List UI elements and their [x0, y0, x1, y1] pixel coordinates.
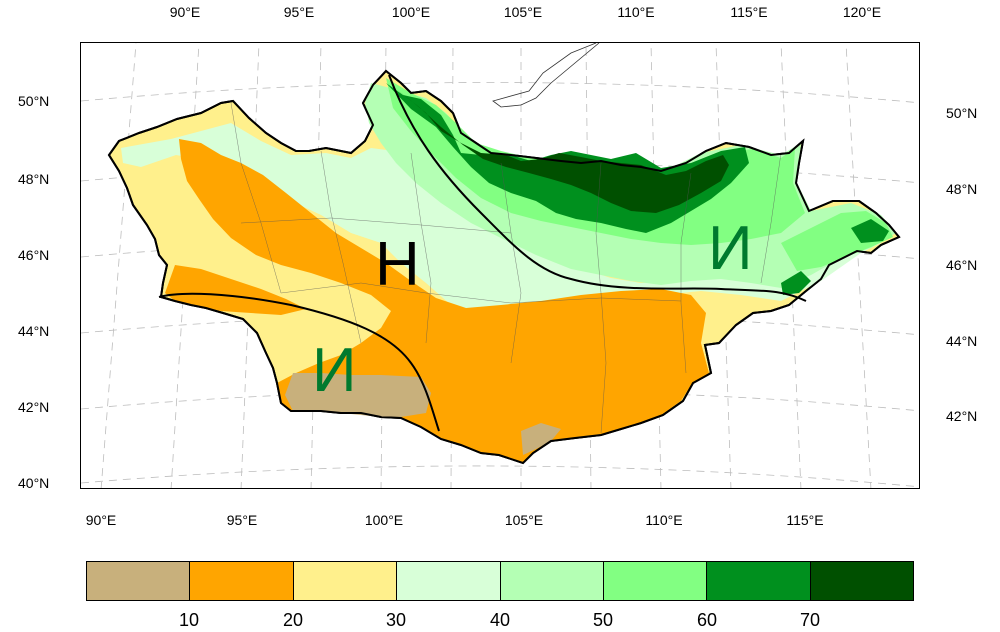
zone-below-10-south — [521, 423, 561, 455]
left-lat-label: 40°N — [18, 475, 50, 491]
top-lon-label: 105°E — [503, 4, 543, 20]
province-borders — [230, 102, 782, 434]
left-lat-label: 50°N — [18, 93, 50, 109]
colorbar-swatch — [707, 562, 811, 600]
border-fragment — [492, 43, 600, 108]
zone-70-plus — [391, 85, 729, 213]
top-lon-label: 110°E — [617, 4, 655, 20]
bottom-lon-label: 90°E — [85, 512, 117, 528]
mongolia-map — [81, 43, 919, 488]
right-lat-label: 44°N — [946, 333, 978, 349]
colorbar-label: 60 — [696, 610, 718, 630]
zone-below-10 — [285, 373, 431, 417]
left-lat-label: 48°N — [18, 171, 50, 187]
zone-boundary-north — [388, 74, 807, 302]
region-letter-h: H — [375, 230, 420, 299]
bottom-lon-label: 105°E — [504, 512, 544, 528]
right-lat-label: 42°N — [946, 408, 978, 424]
colorbar-swatch — [810, 562, 913, 600]
colorbar-label: 20 — [282, 610, 304, 630]
colorbar-swatch — [87, 562, 191, 600]
map-frame — [80, 42, 920, 489]
bottom-lon-label: 100°E — [364, 512, 404, 528]
top-lon-label: 95°E — [283, 4, 315, 20]
bottom-lon-label: 95°E — [226, 512, 258, 528]
colorbar-swatch — [293, 562, 398, 600]
zone-60-70-spot — [781, 271, 811, 295]
top-lon-label: 100°E — [391, 4, 431, 20]
right-lat-label: 46°N — [946, 257, 978, 273]
left-lat-label: 42°N — [18, 399, 50, 415]
colorbar-swatch — [190, 562, 294, 600]
left-lat-label: 46°N — [18, 247, 50, 263]
zone-10-20-west — [165, 265, 306, 315]
bottom-lon-label: 110°E — [645, 512, 683, 528]
bottom-lon-label: 115°E — [786, 512, 824, 528]
country-outline — [107, 69, 901, 465]
zone-30-40 — [121, 123, 881, 311]
colorbar — [86, 561, 914, 601]
colorbar-label: 50 — [592, 610, 614, 630]
region-letter-i-southwest: И — [312, 336, 357, 405]
right-lat-label: 48°N — [946, 181, 978, 197]
top-lon-label: 90°E — [169, 4, 201, 20]
zone-60-70-east — [851, 219, 889, 243]
right-lat-label: 50°N — [946, 105, 978, 121]
zone-boundary-south — [158, 292, 440, 432]
colorbar-swatch — [500, 562, 604, 600]
region-letter-i-east: И — [708, 214, 753, 283]
colorbar-label: 30 — [385, 610, 407, 630]
top-lon-label: 120°E — [842, 4, 882, 20]
colorbar-label: 40 — [489, 610, 511, 630]
colorbar-label: 10 — [178, 610, 200, 630]
colorbar-label: 70 — [799, 610, 821, 630]
colorbar-swatch — [603, 562, 708, 600]
left-lat-label: 44°N — [18, 323, 50, 339]
colorbar-swatch — [397, 562, 501, 600]
top-lon-label: 115°E — [730, 4, 768, 20]
